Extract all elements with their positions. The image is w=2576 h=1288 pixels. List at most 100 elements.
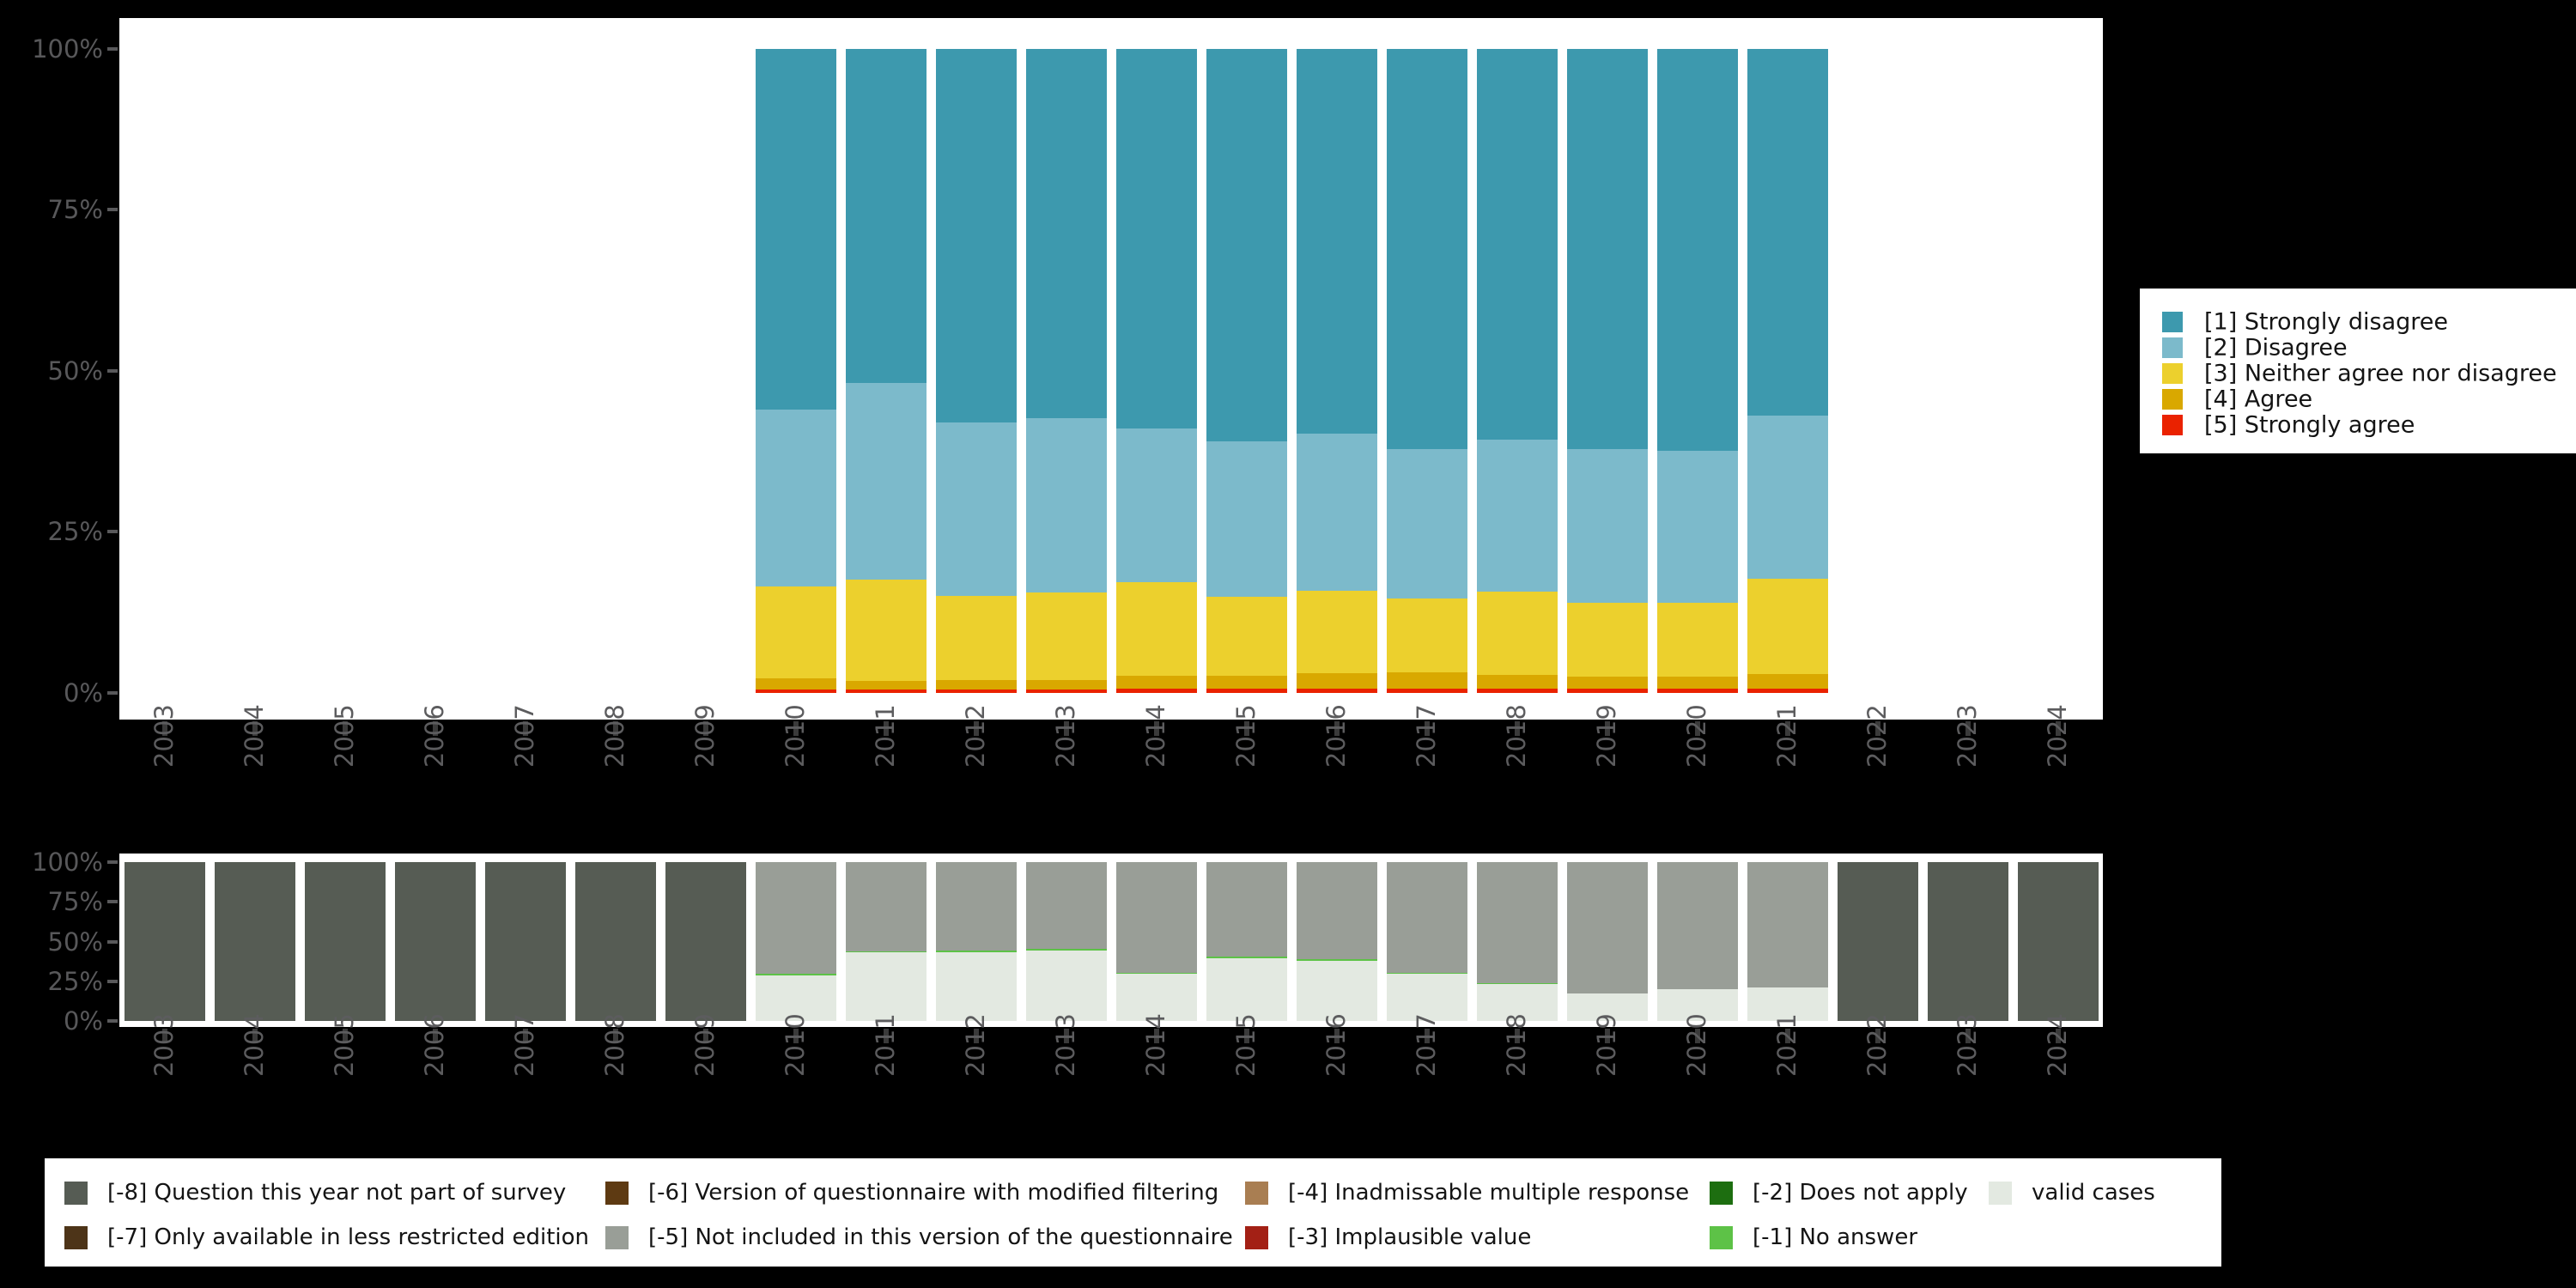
year-label: 2003 [149, 1013, 180, 1140]
y-axis-label: 25% [47, 966, 103, 996]
x-axis-tick [973, 721, 979, 736]
year-label-text: 2024 [2042, 704, 2072, 768]
x-axis-tick [612, 721, 618, 736]
x-axis-tick [342, 721, 348, 736]
bar-segment [755, 974, 836, 976]
bar-segment [1927, 862, 2008, 1021]
stacked-bar-2020 [1656, 862, 1738, 1021]
x-axis-tick [522, 721, 528, 736]
y-axis-label: 75% [47, 887, 103, 917]
bar-segment [755, 678, 836, 690]
y-axis-tick [107, 979, 118, 983]
bar-segment [935, 862, 1017, 951]
bar-segment [1025, 951, 1107, 1021]
stacked-bar-2010 [755, 49, 836, 693]
bar-segment [1386, 49, 1467, 450]
stacked-bar-2023 [1927, 862, 2008, 1021]
year-label: 2021 [1772, 1013, 1803, 1140]
year-label-text: 2021 [1771, 704, 1801, 768]
year-label-text: 2023 [1952, 1013, 1982, 1077]
year-label: 2013 [1050, 1013, 1082, 1140]
x-axis-tick [252, 721, 258, 736]
bar-segment [755, 49, 836, 410]
year-label: 2006 [420, 1013, 451, 1140]
year-label: 2004 [240, 704, 270, 831]
bar-segment [1566, 862, 1648, 993]
legend-label: [-8] Question this year not part of surv… [107, 1180, 567, 1206]
x-axis-tick [1604, 721, 1610, 736]
legend-swatch [64, 1225, 88, 1249]
y-axis-label: 50% [47, 355, 103, 386]
year-label: 2018 [1502, 704, 1533, 831]
legend-swatch [2162, 363, 2183, 384]
bar-segment [1476, 862, 1558, 983]
year-label: 2013 [1050, 704, 1082, 831]
bar-segment [755, 586, 836, 679]
bar-segment [845, 681, 927, 690]
bar-segment [1025, 862, 1107, 950]
legend-label: [-7] Only available in less restricted e… [107, 1224, 590, 1250]
legend-label: [2] Disagree [2204, 334, 2348, 361]
year-label-text: 2013 [1050, 1013, 1080, 1077]
bar-segment [1747, 673, 1828, 690]
year-label: 2023 [1953, 704, 1984, 831]
y-axis-tick [107, 900, 118, 904]
stacked-bar-2009 [665, 862, 746, 1021]
legend-swatch [2162, 415, 2183, 435]
y-axis-label: 100% [32, 848, 103, 877]
year-label: 2022 [1862, 704, 1893, 831]
bar-segment [1476, 49, 1558, 440]
stacked-bar-2013 [1025, 49, 1107, 693]
year-label-text: 2012 [960, 704, 990, 768]
bar-segment [1747, 415, 1828, 579]
stacked-bar-2014 [1115, 862, 1197, 1021]
year-label-text: 2019 [1591, 704, 1621, 768]
bar-segment [1476, 439, 1558, 592]
stacked-bar-2016 [1296, 862, 1377, 1021]
bar-segment [1656, 689, 1738, 693]
year-label-text: 2013 [1050, 704, 1080, 768]
y-axis-label: 0% [63, 677, 103, 708]
x-axis-tick [793, 1029, 799, 1043]
year-label-text: 2017 [1411, 1013, 1441, 1077]
bar-segment [1115, 689, 1197, 693]
bar-segment [1296, 959, 1377, 961]
stacked-bar-2020 [1656, 49, 1738, 693]
bar-segment [1025, 49, 1107, 418]
year-label-text: 2022 [1862, 1013, 1892, 1077]
year-label: 2004 [239, 1013, 270, 1140]
stacked-bar-2021 [1747, 49, 1828, 693]
year-label-text: 2004 [239, 1013, 269, 1077]
year-label-text: 2003 [149, 704, 179, 768]
bar-segment [1115, 49, 1197, 429]
bar-segment [1566, 449, 1648, 604]
bar-segment [1656, 676, 1738, 690]
year-label-text: 2016 [1321, 1013, 1351, 1077]
bar-segment [1296, 49, 1377, 434]
x-axis-tick [883, 1029, 889, 1043]
legend-label: [3] Neither agree nor disagree [2204, 360, 2557, 387]
bar-segment [1656, 451, 1738, 604]
x-axis-tick [1424, 721, 1430, 736]
year-label-text: 2012 [960, 1013, 990, 1077]
year-label: 2007 [510, 1013, 541, 1140]
x-axis-tick [793, 721, 799, 736]
bar-segment [1476, 982, 1558, 984]
bar-segment [755, 689, 836, 693]
bar-segment [1206, 49, 1287, 442]
y-axis-label: 50% [47, 927, 103, 957]
legend-label: [5] Strongly agree [2204, 411, 2415, 439]
bar-segment [1115, 676, 1197, 690]
year-label-text: 2016 [1321, 704, 1351, 768]
bar-segment [1566, 603, 1648, 677]
x-axis-tick [702, 1029, 708, 1043]
response-scale-legend: [1] Strongly disagree [2] Disagree [3] Nei… [2140, 289, 2576, 453]
bar-segment [1115, 862, 1197, 973]
year-label: 2012 [960, 1013, 992, 1140]
bar-segment [935, 49, 1017, 422]
x-axis-tick [2055, 721, 2061, 736]
bar-segment [935, 422, 1017, 597]
year-label: 2019 [1591, 704, 1623, 831]
x-axis-tick [1874, 1029, 1880, 1043]
